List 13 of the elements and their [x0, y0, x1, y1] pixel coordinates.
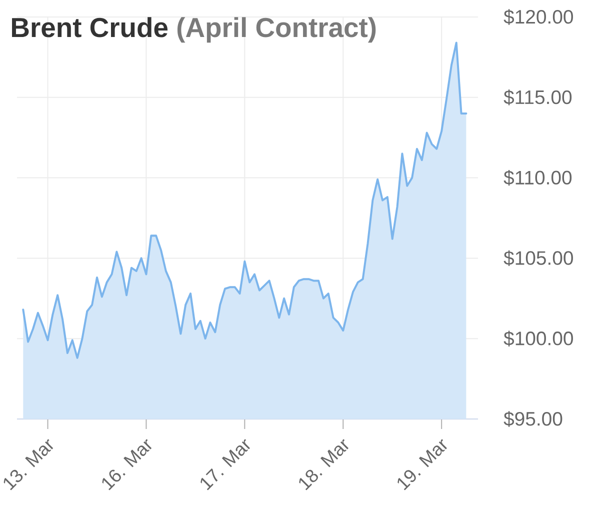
x-tick-label: 19. Mar: [398, 439, 447, 490]
y-tick-label: $100.00: [504, 330, 573, 346]
chart-subtitle: (April Contract): [177, 17, 376, 43]
chart-title: Brent Crude: [12, 17, 168, 38]
x-tick-label: 18. Mar: [299, 439, 348, 490]
y-tick-label: $115.00: [504, 90, 572, 106]
y-tick-label: $110.00: [504, 170, 572, 186]
x-tick-label: 17. Mar: [200, 439, 250, 490]
y-tick-label: $95.00: [504, 411, 562, 427]
x-tick-label: 16. Mar: [102, 439, 152, 490]
y-tick-label: $105.00: [504, 250, 573, 266]
x-tick-label: 13. Mar: [4, 439, 54, 490]
y-tick-label: $120.00: [504, 9, 573, 25]
